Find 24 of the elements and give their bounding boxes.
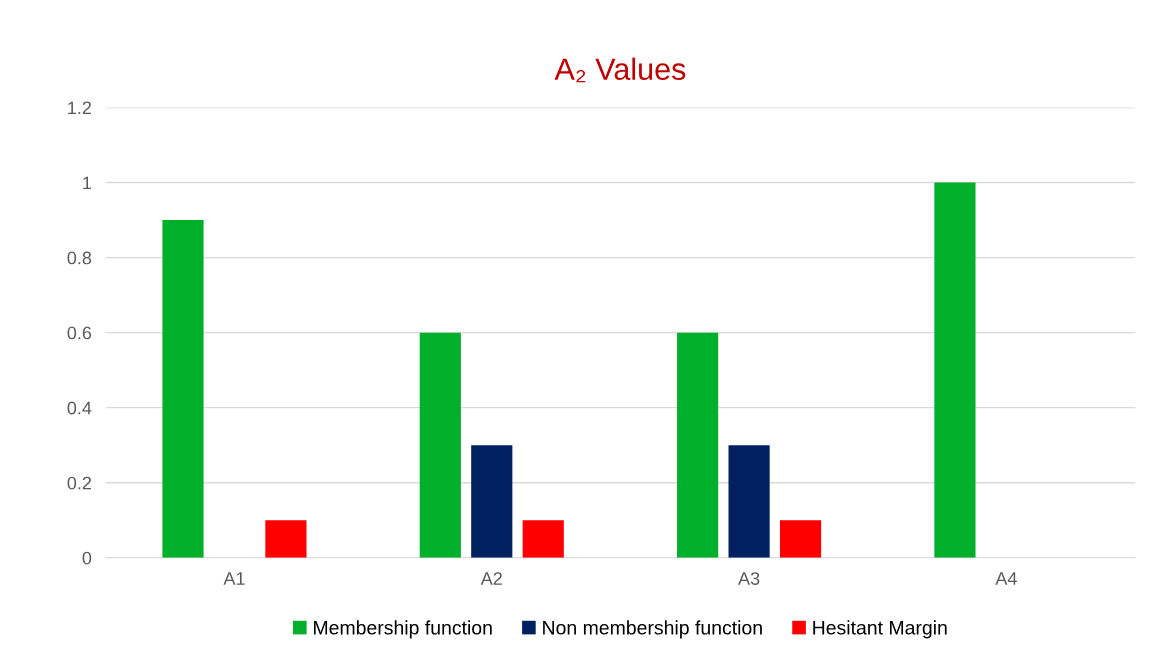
- y-tick-label: 0: [82, 551, 92, 565]
- x-tick-label: A2: [480, 572, 502, 585]
- chart-title: A₂ Values: [554, 57, 686, 83]
- x-tick-label: A1: [223, 572, 245, 585]
- x-tick-label: A4: [995, 572, 1017, 585]
- y-tick-label: 0.4: [67, 401, 92, 415]
- bar: [471, 445, 513, 558]
- legend-label: Non membership function: [543, 620, 762, 639]
- legend-label: Hesitant Margin: [813, 620, 947, 639]
- bar: [728, 445, 770, 558]
- y-tick-label: 1.2: [68, 101, 92, 115]
- bar: [779, 520, 822, 558]
- bar: [162, 220, 204, 558]
- y-tick-label: 0.8: [67, 251, 92, 265]
- y-tick-label: 0.2: [67, 476, 92, 490]
- legend-label: Membership function: [314, 620, 492, 639]
- bar: [265, 520, 307, 558]
- bar: [934, 182, 976, 558]
- y-tick-label: 1: [83, 176, 92, 190]
- y-tick-label: 0.6: [67, 326, 92, 340]
- bar: [677, 332, 719, 558]
- bar: [522, 520, 564, 558]
- x-tick-label: A3: [738, 572, 760, 585]
- bar: [419, 332, 461, 558]
